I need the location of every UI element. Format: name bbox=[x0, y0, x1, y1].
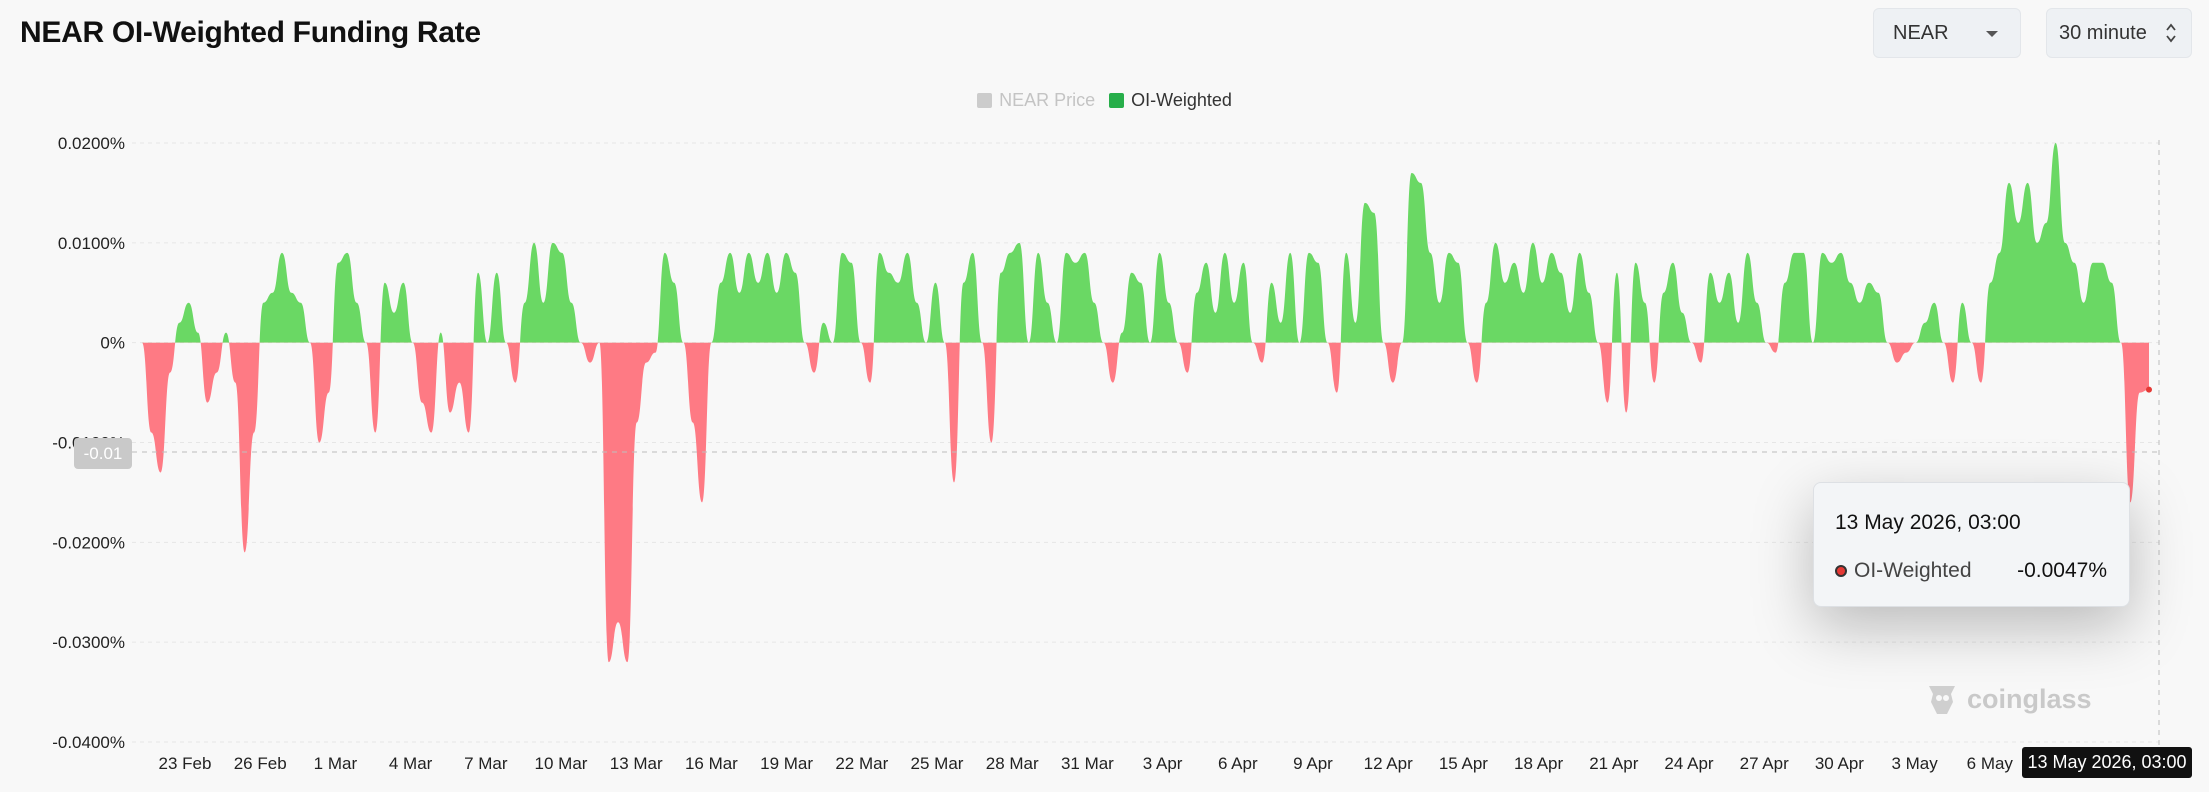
x-tick-label: 3 May bbox=[1891, 754, 1938, 773]
gridlines bbox=[132, 142, 2159, 743]
positive-area bbox=[175, 143, 2121, 343]
y-tick-label: -0.0400% bbox=[52, 733, 125, 752]
legend-item-oi[interactable]: OI-Weighted bbox=[1109, 90, 1232, 111]
x-tick-label: 22 Mar bbox=[835, 754, 888, 773]
interval-select[interactable]: 30 minute bbox=[2046, 8, 2192, 58]
y-axis: 0.0200%0.0100%0%-0.0100%-0.0200%-0.0300%… bbox=[52, 134, 125, 752]
coinglass-logo-icon bbox=[1929, 686, 1955, 714]
x-tick-label: 25 Mar bbox=[911, 754, 964, 773]
x-tick-label: 19 Mar bbox=[760, 754, 813, 773]
x-tick-label: 6 May bbox=[1967, 754, 2014, 773]
x-tick-label: 9 Apr bbox=[1293, 754, 1333, 773]
x-tick-label: 31 Mar bbox=[1061, 754, 1114, 773]
x-tick-label: 21 Apr bbox=[1589, 754, 1638, 773]
x-tick-label: 27 Apr bbox=[1740, 754, 1789, 773]
legend-swatch-oi bbox=[1109, 93, 1125, 108]
x-axis: 23 Feb 26 Feb 1 Mar 4 Mar 7 Mar 10 Mar 13 Mar 1… bbox=[159, 754, 2014, 773]
watermark-text: coinglass bbox=[1967, 683, 2092, 714]
watermark: coinglass bbox=[1925, 680, 2092, 718]
y-tick-label: -0.0200% bbox=[52, 533, 125, 552]
y-tick-label: -0.0300% bbox=[52, 633, 125, 652]
interval-select-value: 30 minute bbox=[2059, 21, 2147, 44]
y-tick-label: 0.0100% bbox=[58, 234, 125, 253]
tooltip-value: -0.0047% bbox=[2017, 559, 2107, 582]
chart-legend: NEAR Price OI-Weighted bbox=[0, 90, 2209, 111]
x-tick-label: 1 Mar bbox=[314, 754, 358, 773]
x-tick-label: 18 Apr bbox=[1514, 754, 1563, 773]
x-tick-label: 23 Feb bbox=[159, 754, 212, 773]
tooltip-series-name: OI-Weighted bbox=[1854, 559, 1972, 582]
x-tick-label: 7 Mar bbox=[464, 754, 508, 773]
x-tick-label: 24 Apr bbox=[1664, 754, 1713, 773]
x-tick-label: 15 Apr bbox=[1439, 754, 1488, 773]
x-tick-label: 4 Mar bbox=[389, 754, 433, 773]
chevron-down-icon bbox=[1986, 31, 1998, 37]
x-tick-label: 3 Apr bbox=[1143, 754, 1183, 773]
series-dot-icon bbox=[1835, 565, 1847, 577]
area-series bbox=[142, 143, 2149, 663]
symbol-select[interactable]: NEAR bbox=[1873, 8, 2021, 58]
legend-label-price: NEAR Price bbox=[999, 90, 1096, 110]
x-tick-label: 10 Mar bbox=[535, 754, 588, 773]
legend-item-price[interactable]: NEAR Price bbox=[977, 90, 1095, 111]
x-tick-label: 28 Mar bbox=[986, 754, 1039, 773]
symbol-select-value: NEAR bbox=[1893, 21, 1949, 44]
y-tick-label: 0.0200% bbox=[58, 134, 125, 153]
tooltip-date: 13 May 2026, 03:00 bbox=[1835, 511, 2021, 534]
crosshair-y-label: -0.01 bbox=[74, 438, 132, 469]
x-tick-label: 13 Mar bbox=[610, 754, 663, 773]
legend-swatch-price bbox=[977, 93, 993, 108]
crosshair-x-label: 13 May 2026, 03:00 bbox=[2022, 747, 2192, 778]
tooltip-row: OI-Weighted -0.0047% bbox=[1835, 559, 2107, 583]
hover-point bbox=[2146, 386, 2152, 393]
x-tick-label: 26 Feb bbox=[234, 754, 287, 773]
page-title: NEAR OI-Weighted Funding Rate bbox=[20, 16, 481, 49]
x-tick-label: 30 Apr bbox=[1815, 754, 1864, 773]
tooltip: 13 May 2026, 03:00 OI-Weighted -0.0047% bbox=[1813, 482, 2130, 607]
x-tick-label: 16 Mar bbox=[685, 754, 738, 773]
x-tick-label: 12 Apr bbox=[1364, 754, 1413, 773]
y-tick-label: 0% bbox=[100, 334, 125, 353]
legend-label-oi: OI-Weighted bbox=[1131, 90, 1232, 110]
up-down-arrows-icon bbox=[2166, 23, 2176, 43]
x-tick-label: 6 Apr bbox=[1218, 754, 1258, 773]
